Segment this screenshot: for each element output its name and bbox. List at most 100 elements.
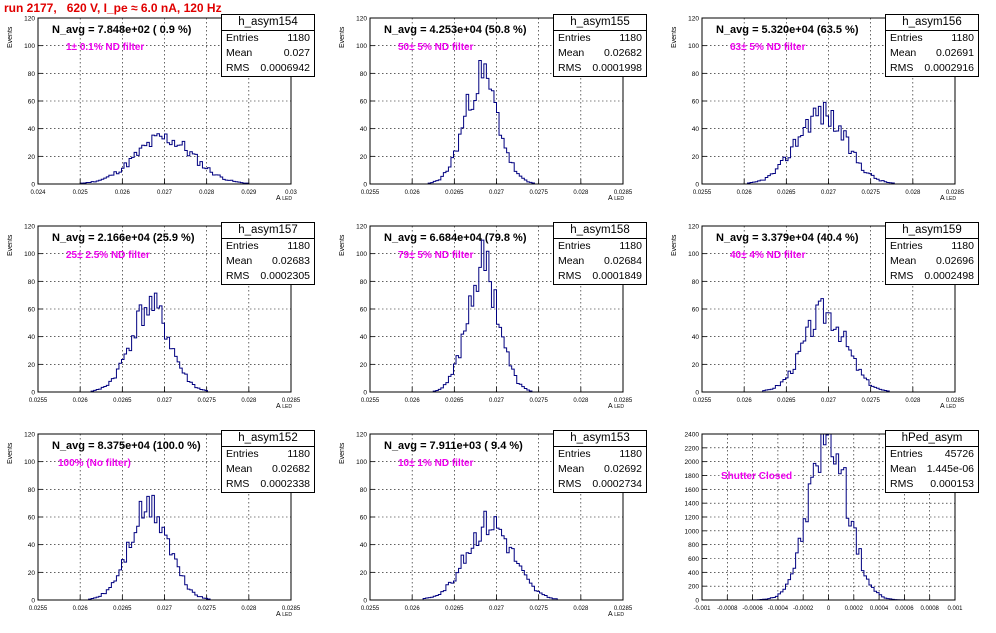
x-tick-label: 0.0255 <box>693 398 712 404</box>
y-tick-label: 100 <box>356 43 367 50</box>
histogram-panel: 0 20 40 60 80 100 120 0.0255 0.026 0.0265 0.027 0.0… <box>332 426 664 633</box>
plot-frame <box>369 225 624 393</box>
y-tick-label: 40 <box>28 542 36 549</box>
y-tick-label: 400 <box>688 570 699 577</box>
x-tick-label: 0.027 <box>157 398 173 404</box>
histogram-name: h_asym157 <box>222 223 314 239</box>
x-tick-label: 0.0008 <box>921 606 940 612</box>
x-tick-label: -0.0006 <box>742 606 763 612</box>
histogram-panel: 0 20 40 60 80 100 120 0.0255 0.026 0.0265 0.027 0.0… <box>664 10 996 217</box>
y-tick-label: 80 <box>28 279 36 286</box>
y-tick-label: 100 <box>24 43 35 50</box>
y-tick-label: 20 <box>692 362 700 369</box>
stat-entries-value: 1180 <box>287 448 310 460</box>
x-axis-label: A LED <box>276 611 292 618</box>
stat-rms-label: RMS <box>226 270 250 282</box>
x-axis-label: A LED <box>940 195 956 202</box>
x-tick-label: 0.0275 <box>529 606 548 612</box>
x-axis-label-sub: LED <box>282 404 292 410</box>
x-tick-label: 0.028 <box>573 398 589 404</box>
stats-box: h_asym157 Entries 1180 Mean 0.02683 RMS 0.0002… <box>221 222 315 285</box>
stat-row-entries: Entries 1180 <box>886 239 978 254</box>
x-tick-label: 0.028 <box>199 190 215 196</box>
stat-row-mean: Mean 0.027 <box>222 46 314 61</box>
stat-row-rms: RMS 0.0002916 <box>886 61 978 76</box>
y-tick-label: 60 <box>360 99 368 106</box>
stat-rms-value: 0.0001849 <box>592 270 642 282</box>
x-axis-label-sub: LED <box>614 612 624 618</box>
x-tick-label: 0.0265 <box>113 606 132 612</box>
y-tick-label: 20 <box>692 154 700 161</box>
x-tick-label: 0.0265 <box>445 398 464 404</box>
stat-entries-value: 1180 <box>619 448 642 460</box>
stats-box: h_asym158 Entries 1180 Mean 0.02684 RMS 0.0001… <box>553 222 647 285</box>
stat-rms-value: 0.0002498 <box>924 270 974 282</box>
x-tick-label: 0.027 <box>821 398 837 404</box>
x-tick-label: 0.0004 <box>870 606 889 612</box>
n-avg-label: N_avg = 7.848e+02 ( 0.9 %) <box>52 24 192 36</box>
y-tick-label: 200 <box>688 584 699 591</box>
stat-mean-label: Mean <box>890 47 917 59</box>
stat-row-mean: Mean 0.02691 <box>886 46 978 61</box>
stats-box: h_asym156 Entries 1180 Mean 0.02691 RMS 0.0002… <box>885 14 979 77</box>
histogram-plot: 0 20 40 60 80 100 120 0.0255 0.026 0.0265 0.027 0.0… <box>24 432 301 613</box>
stat-entries-value: 45726 <box>944 448 974 460</box>
x-tick-label: 0.025 <box>73 190 89 196</box>
y-tick-label: 20 <box>28 154 36 161</box>
x-tick-label: 0.0255 <box>693 190 712 196</box>
x-tick-label: 0.0265 <box>777 190 796 196</box>
x-axis-label: A LED <box>608 403 624 410</box>
y-tick-label: 120 <box>356 432 367 439</box>
y-tick-label: 60 <box>692 307 700 314</box>
filter-label: 25± 2.5% ND filter <box>66 250 150 261</box>
stat-entries-label: Entries <box>890 240 923 252</box>
stat-rms-label: RMS <box>558 62 582 74</box>
y-tick-label: 0 <box>695 390 699 397</box>
histogram-plot: 0 20 40 60 80 100 120 0.024 0.025 0.026 0.027 0.028… <box>24 16 297 197</box>
y-tick-label: 60 <box>28 99 36 106</box>
n-avg-label: N_avg = 3.379e+04 (40.4 %) <box>716 232 859 244</box>
stat-entries-value: 1180 <box>287 240 310 252</box>
x-tick-label: 0.0255 <box>361 398 380 404</box>
stat-mean-label: Mean <box>890 463 917 475</box>
y-tick-label: 100 <box>688 43 699 50</box>
y-tick-label: 0 <box>695 182 699 189</box>
stat-row-mean: Mean 0.02683 <box>222 254 314 269</box>
y-tick-label: 0 <box>363 598 367 605</box>
x-tick-label: 0.029 <box>241 190 257 196</box>
x-tick-label: 0.0265 <box>113 398 132 404</box>
stat-rms-label: RMS <box>226 62 250 74</box>
x-tick-label: 0.0285 <box>614 190 633 196</box>
n-avg-label: N_avg = 5.320e+04 (63.5 %) <box>716 24 859 36</box>
stat-row-entries: Entries 45726 <box>886 447 978 462</box>
y-tick-label: 40 <box>28 334 36 341</box>
stat-mean-value: 0.027 <box>283 47 310 59</box>
histogram-panel: 0 20 40 60 80 100 120 0.0255 0.026 0.0265 0.027 0.0… <box>664 218 996 425</box>
stat-row-entries: Entries 1180 <box>886 31 978 46</box>
stat-entries-label: Entries <box>558 448 591 460</box>
histogram-name: h_asym155 <box>554 15 646 31</box>
stat-rms-label: RMS <box>890 62 914 74</box>
y-tick-label: 40 <box>692 334 700 341</box>
y-tick-label: 120 <box>356 16 367 23</box>
x-tick-label: 0.027 <box>157 606 173 612</box>
y-tick-label: 120 <box>688 224 699 231</box>
x-axis-label-sub: LED <box>946 196 956 202</box>
stat-row-mean: Mean 0.02682 <box>222 462 314 477</box>
x-tick-label: 0.0255 <box>361 606 380 612</box>
stats-box: hPed_asym Entries 45726 Mean 1.445e-06 RMS 0.0… <box>885 430 979 493</box>
y-tick-label: 80 <box>360 71 368 78</box>
stat-row-rms: RMS 0.000153 <box>886 477 978 492</box>
histogram-name: h_asym159 <box>886 223 978 239</box>
stat-entries-label: Entries <box>558 240 591 252</box>
histogram-plot: 0 20 40 60 80 100 120 0.0255 0.026 0.0265 0.027 0.0… <box>356 16 633 197</box>
x-axis-label: A LED <box>276 403 292 410</box>
x-tick-label: 0.0275 <box>197 398 216 404</box>
x-tick-label: 0.0275 <box>529 190 548 196</box>
filter-label: 1± 0.1% ND filter <box>66 42 145 53</box>
stat-entries-value: 1180 <box>619 240 642 252</box>
n-avg-label: N_avg = 2.166e+04 (25.9 %) <box>52 232 195 244</box>
x-tick-label: 0.0285 <box>282 606 301 612</box>
x-tick-label: 0.026 <box>115 190 131 196</box>
y-tick-label: 1200 <box>685 515 700 522</box>
